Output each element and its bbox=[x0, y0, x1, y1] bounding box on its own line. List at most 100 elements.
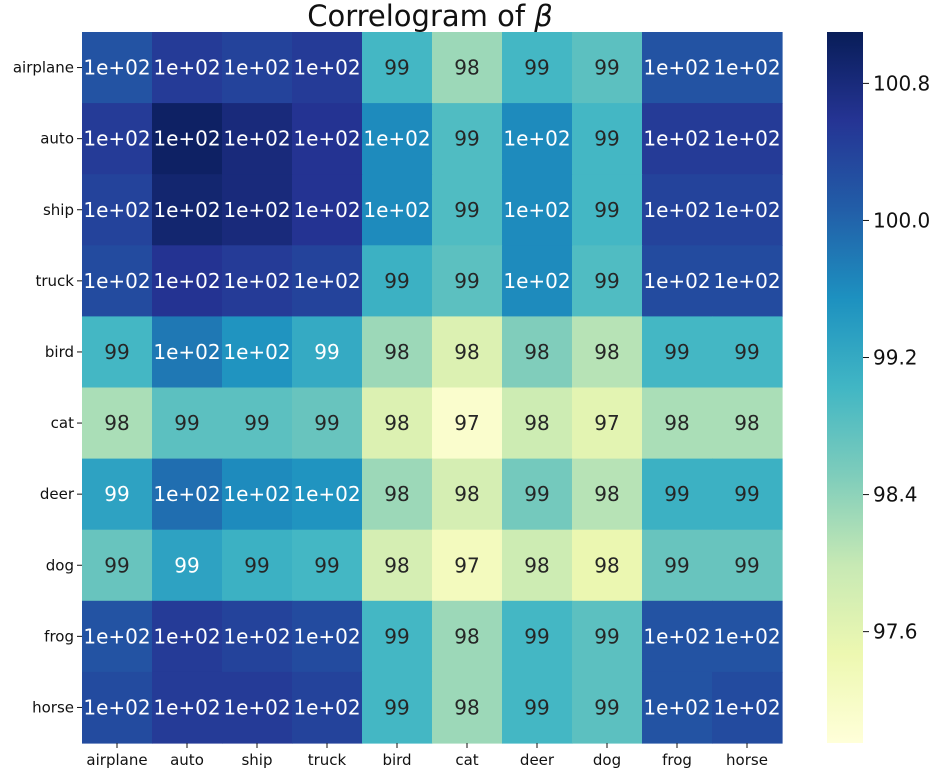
chart-title: Correlogram of β bbox=[307, 0, 553, 33]
cell-value-label: 98 bbox=[384, 411, 409, 435]
heatmap-cell bbox=[642, 387, 713, 460]
colorbar-tick-label: 99.2 bbox=[873, 346, 918, 370]
heatmap-cell bbox=[572, 600, 643, 673]
cell-value-label: 1e+02 bbox=[713, 624, 780, 648]
heatmap-cell bbox=[222, 529, 293, 602]
cell-value-label: 1e+02 bbox=[223, 198, 290, 222]
cell-value-label: 1e+02 bbox=[293, 624, 360, 648]
heatmap-cell bbox=[642, 671, 713, 744]
heatmap-cell bbox=[292, 103, 363, 175]
heatmap-cell bbox=[432, 103, 503, 175]
cell-value-label: 99 bbox=[594, 56, 619, 80]
colorbar: 97.6 98.4 99.2 100.0 100.8 bbox=[827, 32, 930, 743]
cell-value-label: 1e+02 bbox=[713, 56, 780, 80]
y-tick-label: cat bbox=[51, 414, 74, 432]
heatmap-cell bbox=[362, 103, 433, 175]
heatmap-cell bbox=[152, 316, 223, 389]
heatmap-cell bbox=[362, 245, 433, 317]
cell-value-label: 98 bbox=[454, 624, 479, 648]
heatmap-cell bbox=[572, 103, 643, 175]
cell-value-label: 1e+02 bbox=[503, 127, 570, 151]
y-axis: airplane auto ship truck bird cat deer dog frog h… bbox=[13, 59, 82, 716]
cell-value-label: 1e+02 bbox=[153, 340, 220, 364]
y-tick-label: frog bbox=[44, 627, 74, 645]
cell-value-label: 98 bbox=[594, 482, 619, 506]
heatmap-cell bbox=[572, 32, 643, 104]
heatmap-cell bbox=[502, 103, 573, 175]
cell-value-label: 99 bbox=[174, 553, 199, 577]
cell-value-label: 99 bbox=[314, 411, 339, 435]
cell-value-label: 99 bbox=[384, 624, 409, 648]
heatmap-cell bbox=[292, 600, 363, 673]
cell-value-label: 97 bbox=[454, 553, 479, 577]
colorbar-tick-label: 98.4 bbox=[873, 483, 918, 507]
x-tick-label: airplane bbox=[86, 751, 147, 769]
cell-value-label: 99 bbox=[384, 269, 409, 293]
cell-value-label: 1e+02 bbox=[223, 340, 290, 364]
heatmap-cell bbox=[572, 316, 643, 389]
cell-value-label: 1e+02 bbox=[293, 198, 360, 222]
heatmap-cell bbox=[432, 671, 503, 744]
heatmap-cell bbox=[82, 245, 153, 317]
cell-value-label: 99 bbox=[524, 56, 549, 80]
heatmap-cell bbox=[362, 174, 433, 246]
y-tick-label: airplane bbox=[13, 59, 74, 77]
heatmap-cell bbox=[432, 458, 503, 531]
heatmap-cell bbox=[222, 245, 293, 317]
cell-value-label: 1e+02 bbox=[643, 695, 710, 719]
cell-value-label: 1e+02 bbox=[153, 624, 220, 648]
y-tick-label: deer bbox=[40, 485, 75, 503]
cell-value-label: 99 bbox=[384, 695, 409, 719]
cell-value-label: 1e+02 bbox=[153, 269, 220, 293]
heatmap-cell bbox=[642, 316, 713, 389]
heatmap-cell bbox=[82, 174, 153, 246]
heatmap-cell bbox=[712, 387, 783, 460]
cell-value-label: 1e+02 bbox=[153, 695, 220, 719]
heatmap-cell bbox=[82, 458, 153, 531]
heatmap-cell bbox=[712, 671, 783, 744]
heatmap-cell bbox=[292, 245, 363, 317]
heatmap-cell bbox=[362, 32, 433, 104]
heatmap-cell bbox=[502, 174, 573, 246]
heatmap-cell bbox=[152, 387, 223, 460]
chart-title-symbol: β bbox=[533, 0, 553, 33]
cell-value-label: 98 bbox=[454, 695, 479, 719]
cell-value-label: 99 bbox=[594, 624, 619, 648]
chart-title-text: Correlogram of bbox=[307, 0, 534, 33]
cell-value-label: 1e+02 bbox=[503, 269, 570, 293]
cell-value-label: 1e+02 bbox=[713, 695, 780, 719]
heatmap-cell bbox=[502, 316, 573, 389]
cell-value-label: 99 bbox=[314, 340, 339, 364]
y-tick-label: truck bbox=[36, 272, 75, 290]
cell-value-label: 1e+02 bbox=[223, 127, 290, 151]
heatmap-cell bbox=[642, 174, 713, 246]
heatmap-cell bbox=[572, 529, 643, 602]
cell-value-label: 99 bbox=[454, 127, 479, 151]
heatmap-cell bbox=[82, 600, 153, 673]
heatmap-cell bbox=[642, 529, 713, 602]
cell-value-label: 1e+02 bbox=[713, 127, 780, 151]
y-tick-label: ship bbox=[43, 201, 74, 219]
cell-value-label: 98 bbox=[524, 340, 549, 364]
cell-value-label: 1e+02 bbox=[363, 127, 430, 151]
y-tick-label: bird bbox=[45, 343, 74, 361]
cell-value-label: 1e+02 bbox=[223, 56, 290, 80]
heatmap-cell bbox=[152, 671, 223, 744]
cell-value-label: 99 bbox=[594, 127, 619, 151]
cell-value-label: 1e+02 bbox=[293, 695, 360, 719]
cell-value-label: 98 bbox=[594, 340, 619, 364]
heatmap-cell bbox=[152, 529, 223, 602]
heatmap-cell bbox=[362, 316, 433, 389]
y-tick-label: dog bbox=[46, 556, 74, 574]
cell-value-label: 99 bbox=[384, 56, 409, 80]
heatmap-cell bbox=[572, 245, 643, 317]
x-axis: airplane auto ship truck bird cat deer dog frog h… bbox=[86, 743, 768, 769]
heatmap-cell bbox=[712, 245, 783, 317]
heatmap-cell bbox=[712, 316, 783, 389]
cell-value-label: 99 bbox=[454, 269, 479, 293]
heatmap-cell bbox=[712, 458, 783, 531]
heatmap-cell bbox=[152, 174, 223, 246]
heatmap-cell bbox=[82, 529, 153, 602]
heatmap-cell bbox=[292, 316, 363, 389]
